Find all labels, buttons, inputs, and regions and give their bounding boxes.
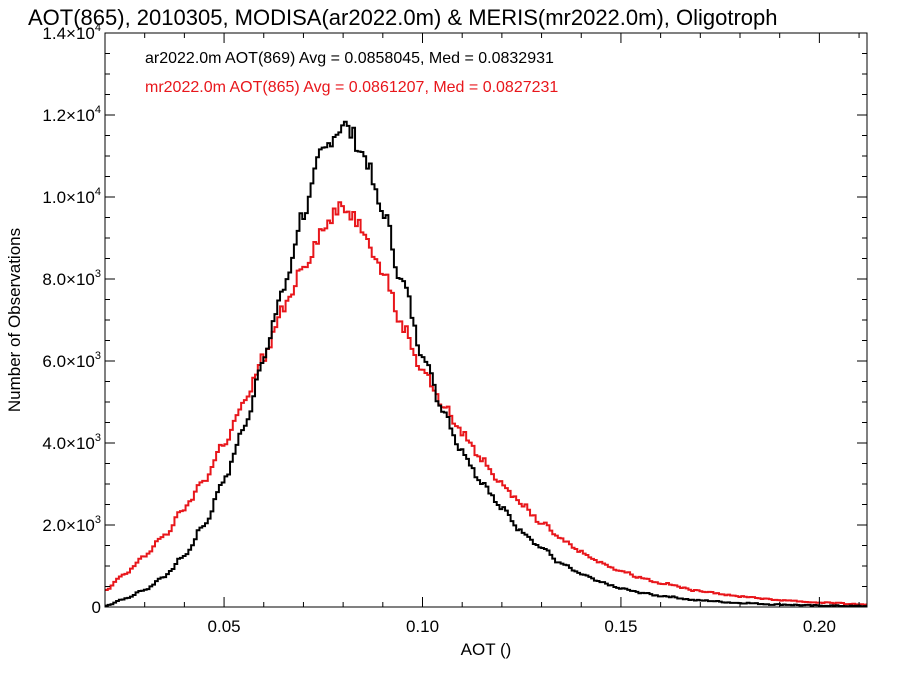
plot-frame [104,32,868,608]
x-axis-title: AOT () [461,640,512,659]
annotation-ar2022: ar2022.0m AOT(869) Avg = 0.0858045, Med … [145,50,554,67]
y-tick-label: 2.0×103 [42,514,101,535]
series-ar2022-step [105,120,868,608]
x-tick-label: 0.05 [208,617,241,636]
x-tick-label: 0.20 [803,617,836,636]
annotation-mr2022: mr2022.0m AOT(865) Avg = 0.0861207, Med … [145,79,558,96]
y-tick-label: 8.0×103 [42,268,101,289]
chart-title: AOT(865), 2010305, MODISA(ar2022.0m) & M… [28,5,778,30]
series-mr2022-step [105,201,868,606]
y-tick-label: 6.0×103 [42,350,101,371]
y-tick-label: 1.2×104 [42,104,101,125]
y-tick-label: 4.0×103 [42,432,101,453]
x-tick-label: 0.10 [406,617,439,636]
x-tick-label: 0.15 [604,617,637,636]
y-tick-label: 0 [92,598,101,617]
y-axis-title: Number of Observations [5,228,24,412]
ticks-group: 0.05 0.10 0.15 0.20 0 2.0×103 4.0×103 6.0×103 8.… [42,22,867,636]
series-group [105,120,868,608]
annotations: ar2022.0m AOT(869) Avg = 0.0858045, Med … [145,50,558,96]
y-tick-label: 1.0×104 [42,186,101,207]
y-tick-label: 1.4×104 [42,22,101,43]
